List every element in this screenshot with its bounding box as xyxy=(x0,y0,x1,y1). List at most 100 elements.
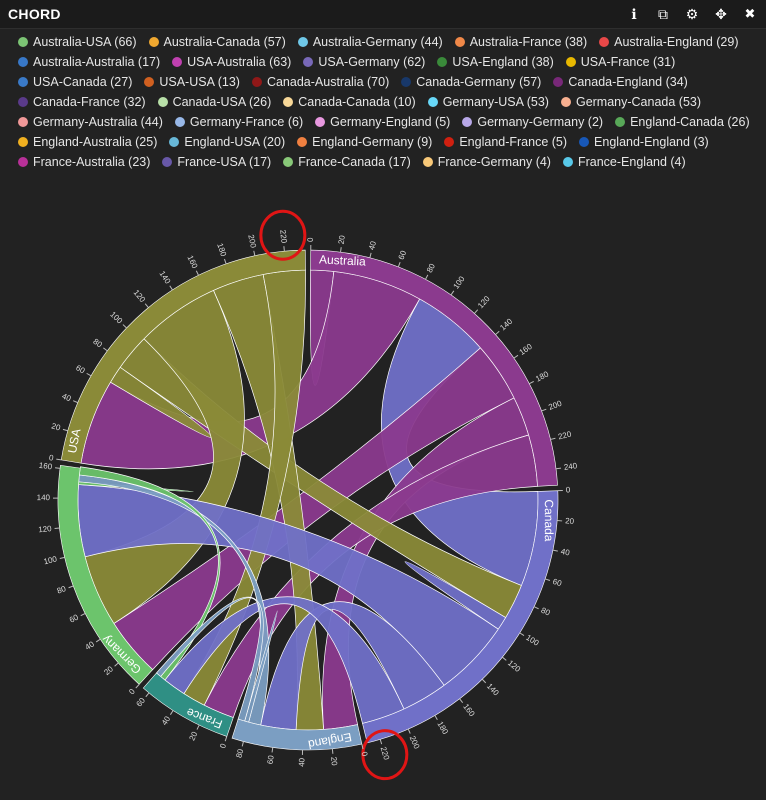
legend-item[interactable]: Canada-France (32) xyxy=(18,94,146,110)
legend-item[interactable]: France-USA (17) xyxy=(162,154,271,170)
legend-item[interactable]: Canada-Canada (10) xyxy=(283,94,416,110)
legend-item[interactable]: USA-Australia (63) xyxy=(172,54,291,70)
tick-mark xyxy=(241,741,244,747)
tick-label: 60 xyxy=(551,577,563,589)
tick-label: 40 xyxy=(61,392,73,404)
legend-label: Germany-England (5) xyxy=(330,115,451,129)
tick-mark xyxy=(369,252,372,258)
legend-item[interactable]: France-England (4) xyxy=(562,154,686,170)
tick-mark xyxy=(474,309,479,314)
legend-item[interactable]: Australia-USA (66) xyxy=(18,34,137,50)
legend-label: Canada-USA (26) xyxy=(172,95,272,109)
legend-swatch xyxy=(174,117,185,127)
tick-label: 20 xyxy=(337,234,347,245)
legend-item[interactable]: Germany-Canada (53) xyxy=(560,94,702,110)
tick-mark xyxy=(103,347,108,352)
tick-label: 240 xyxy=(563,461,578,472)
tick-mark xyxy=(196,724,200,730)
tick-label: 40 xyxy=(560,547,571,558)
legend-label: England-England (3) xyxy=(594,135,709,149)
group-label-usa: USA xyxy=(65,428,84,455)
tick-label: 180 xyxy=(435,720,450,737)
legend-item[interactable]: England-France (5) xyxy=(444,134,567,150)
legend-item[interactable]: USA-France (31) xyxy=(565,54,675,70)
tick-label: 0 xyxy=(127,687,137,697)
legend-item[interactable]: France-Australia (23) xyxy=(18,154,150,170)
tick-mark xyxy=(361,744,364,750)
legend-item[interactable]: Australia-Australia (17) xyxy=(18,54,160,70)
tick-mark xyxy=(495,330,500,335)
tick-label: 20 xyxy=(565,516,575,526)
tick-mark xyxy=(54,467,61,469)
legend-item[interactable]: USA-USA (13) xyxy=(144,74,240,90)
legend-item[interactable]: England-Germany (9) xyxy=(297,134,432,150)
legend-swatch xyxy=(283,157,294,167)
legend-item[interactable]: France-Canada (17) xyxy=(283,154,411,170)
gear-icon[interactable]: ⚙ xyxy=(685,5,699,22)
tick-mark xyxy=(555,467,562,470)
tick-mark xyxy=(459,698,464,704)
tick-mark xyxy=(550,437,556,440)
legend-swatch xyxy=(303,57,314,67)
legend-label: England-Canada (26) xyxy=(630,115,750,129)
legend-label: France-USA (17) xyxy=(177,155,272,169)
legend-item[interactable]: USA-England (38) xyxy=(437,54,554,70)
legend-label: Canada-Australia (70) xyxy=(266,75,390,89)
legend-item[interactable]: Germany-England (5) xyxy=(315,114,450,130)
legend-item[interactable]: England-USA (20) xyxy=(169,134,285,150)
legend-item[interactable]: Germany-USA (53) xyxy=(427,94,549,110)
legend-label: Germany-Germany (2) xyxy=(477,115,604,129)
legend-item[interactable]: Germany-Germany (2) xyxy=(462,114,603,130)
legend-item[interactable]: France-Germany (4) xyxy=(422,154,551,170)
tick-label: 40 xyxy=(160,714,173,727)
copy-icon[interactable]: ⧉ xyxy=(658,5,668,22)
tick-mark xyxy=(62,428,68,432)
legend-swatch xyxy=(18,157,28,167)
legend-label: USA-Germany (62) xyxy=(318,55,426,69)
legend-item[interactable]: England-England (3) xyxy=(579,134,709,150)
legend-item[interactable]: Australia-France (38) xyxy=(454,34,587,50)
chords xyxy=(77,269,539,731)
tick-mark xyxy=(271,747,274,753)
info-icon[interactable]: ℹ xyxy=(631,5,637,22)
legend-label: Canada-Canada (10) xyxy=(298,95,416,109)
legend-item[interactable]: USA-Germany (62) xyxy=(303,54,425,70)
tick-mark xyxy=(450,290,455,296)
legend-swatch xyxy=(437,57,448,67)
legend-swatch xyxy=(18,57,28,67)
legend-item[interactable]: Canada-Australia (70) xyxy=(251,74,390,90)
window-title: CHORD xyxy=(8,6,61,22)
legend-item[interactable]: England-Canada (26) xyxy=(615,114,750,130)
legend-item[interactable]: Canada-Germany (57) xyxy=(401,74,541,90)
group-arc-france[interactable] xyxy=(142,672,234,737)
legend-label: France-Germany (4) xyxy=(437,155,551,169)
move-icon[interactable]: ✥ xyxy=(715,5,727,22)
tick-mark xyxy=(169,710,174,715)
group-arc-usa[interactable] xyxy=(60,249,306,464)
chart-legend: Australia-USA (66) Australia-Canada (57) A… xyxy=(18,34,758,170)
legend-item[interactable]: Canada-England (34) xyxy=(553,74,688,90)
legend-item[interactable]: Germany-Australia (44) xyxy=(18,114,163,130)
legend-swatch xyxy=(18,77,28,87)
tick-mark xyxy=(253,250,256,256)
legend-swatch xyxy=(169,137,180,147)
legend-label: Germany-Canada (53) xyxy=(575,95,702,109)
group-arc-england[interactable] xyxy=(231,718,363,751)
group-arc-canada[interactable] xyxy=(362,490,559,744)
group-arc-australia[interactable] xyxy=(310,249,558,487)
tick-mark xyxy=(114,662,119,667)
legend-item[interactable]: Germany-France (6) xyxy=(174,114,303,130)
legend-item[interactable]: Australia-Germany (44) xyxy=(297,34,443,50)
legend-item[interactable]: England-Australia (25) xyxy=(18,134,157,150)
window-toolbar: ℹ ⧉ ⚙ ✥ ✖ xyxy=(624,4,760,24)
legend-label: England-Australia (25) xyxy=(33,135,158,149)
legend-item[interactable]: Australia-England (29) xyxy=(599,34,739,50)
tick-label: 80 xyxy=(91,337,104,350)
legend-item[interactable]: USA-Canada (27) xyxy=(18,74,132,90)
legend-item[interactable]: Australia-Canada (57) xyxy=(148,34,286,50)
legend-item[interactable]: Canada-USA (26) xyxy=(157,94,272,110)
group-arc-germany[interactable] xyxy=(57,465,154,685)
close-icon[interactable]: ✖ xyxy=(744,6,756,21)
tick-label: 80 xyxy=(425,262,437,275)
legend-swatch xyxy=(599,37,610,47)
